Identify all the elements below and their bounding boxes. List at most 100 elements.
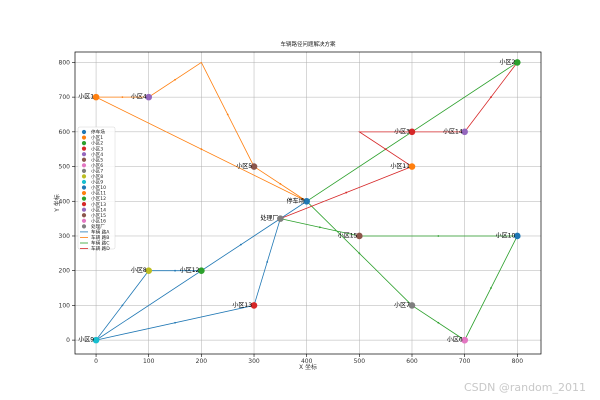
point-label: 小区3 (394, 127, 410, 135)
legend-label: 小区16 (91, 217, 106, 224)
location-points (92, 59, 521, 344)
legend-label: 小区14 (91, 206, 106, 213)
location-point (408, 163, 416, 170)
route-arrow-marker (345, 191, 348, 194)
x-tick-label: 400 (301, 358, 313, 365)
location-point (250, 163, 258, 170)
point-label: 小区8 (131, 266, 147, 274)
legend-marker (81, 168, 87, 173)
route-arrow-marker (121, 96, 124, 99)
x-axis-label: X 坐标 (299, 363, 317, 371)
legend-label: 车辆 路B (91, 234, 109, 241)
legend-label: 小区13 (91, 201, 106, 208)
point-label: 小区9 (78, 336, 94, 344)
legend-label: 车辆 路C (91, 240, 109, 247)
legend-box (77, 126, 116, 250)
legend-label: 小区2 (91, 140, 103, 147)
y-tick-label: 200 (59, 268, 71, 275)
watermark: CSDN @random_2011 (463, 381, 586, 394)
y-tick-label: 100 (59, 302, 71, 309)
legend-marker (81, 129, 87, 135)
legend-marker (81, 163, 87, 168)
route-arrow-marker (358, 252, 361, 255)
y-tick-label: 500 (59, 164, 71, 171)
location-point (250, 302, 258, 309)
location-point (277, 215, 284, 222)
route-arrow-marker (437, 321, 440, 324)
legend-marker (81, 190, 87, 196)
location-point (408, 302, 416, 309)
route-arrow-marker (174, 321, 176, 324)
route-arrow-marker (437, 235, 440, 237)
x-tick-label: 800 (512, 358, 524, 365)
legend: 停车场小区1小区2小区3小区4小区5小区6小区7小区8小区9小区10小区11小区… (77, 126, 116, 252)
x-tick-label: 200 (196, 358, 208, 365)
location-point (461, 336, 468, 344)
legend-label: 小区4 (91, 151, 103, 158)
legend-marker (81, 135, 87, 140)
point-label: 小区10 (496, 231, 516, 239)
route-arrow-marker (226, 113, 229, 116)
route-arrow-marker (121, 304, 124, 307)
legend-marker (81, 185, 87, 190)
legend-marker (81, 218, 87, 223)
legend-label: 小区3 (91, 145, 103, 152)
legend-label: 小区9 (91, 179, 103, 186)
legend-label: 车辆 路A (91, 229, 110, 236)
legend-label: 小区6 (91, 162, 103, 169)
legend-marker (81, 174, 87, 179)
y-tick-label: 600 (59, 129, 71, 136)
legend-marker (81, 202, 87, 207)
plot-area-frame (74, 51, 542, 355)
legend-marker (81, 196, 87, 201)
location-point (145, 267, 153, 274)
location-point (303, 197, 310, 205)
point-label: 小区4 (131, 93, 147, 101)
location-point (514, 232, 521, 240)
y-tick-label: 300 (59, 233, 71, 240)
legend-marker (81, 224, 87, 229)
legend-label: 车辆 路D (91, 245, 110, 252)
chart-title: 车辆路径问题解决方案 (280, 40, 336, 48)
point-label: 小区14 (443, 127, 463, 135)
point-label: 小区12 (180, 266, 200, 274)
location-point (92, 336, 100, 344)
legend-marker (81, 207, 87, 212)
y-tick-label: 800 (59, 59, 71, 66)
legend-label: 停车场 (91, 129, 105, 136)
x-tick-label: 600 (406, 358, 418, 365)
legend-marker (81, 157, 87, 162)
y-axis-label: Y 坐标 (53, 194, 61, 213)
legend-marker (81, 146, 87, 151)
route-arrow-marker (279, 183, 282, 185)
route-arrow-marker (174, 78, 176, 81)
point-labels: 停车场小区1小区2小区3小区4小区5小区6小区7小区8小区9小区10小区11小区… (78, 58, 515, 344)
legend-marker (81, 213, 87, 218)
point-label: 小区11 (390, 162, 410, 170)
point-label: 处理厂 (260, 214, 278, 222)
point-label: 小区5 (236, 162, 252, 170)
y-tick-label: 400 (59, 198, 71, 205)
legend-label: 小区5 (91, 156, 103, 163)
location-point (198, 267, 205, 274)
route-arrow-marker (384, 148, 387, 151)
x-tick-label: 700 (459, 358, 471, 365)
point-label: 停车场 (287, 197, 305, 205)
axis-ticks: 0 100 200 300 400 500 600 700 800 0 100 200 300 400 50… (59, 59, 524, 365)
location-point (408, 128, 416, 136)
location-point (145, 93, 153, 101)
legend-label: 小区10 (91, 184, 106, 191)
y-tick-label: 0 (66, 337, 70, 344)
point-label: 小区2 (499, 58, 515, 66)
location-point (514, 59, 521, 66)
legend-label: 小区8 (91, 173, 103, 180)
x-tick-label: 100 (143, 358, 155, 365)
legend-marker (81, 141, 87, 146)
location-point (92, 93, 100, 101)
point-label: 小区15 (338, 231, 358, 239)
location-point (356, 232, 363, 240)
route-arrow-marker (266, 261, 269, 263)
point-label: 小区7 (394, 301, 410, 309)
legend-label: 小区15 (91, 212, 106, 219)
